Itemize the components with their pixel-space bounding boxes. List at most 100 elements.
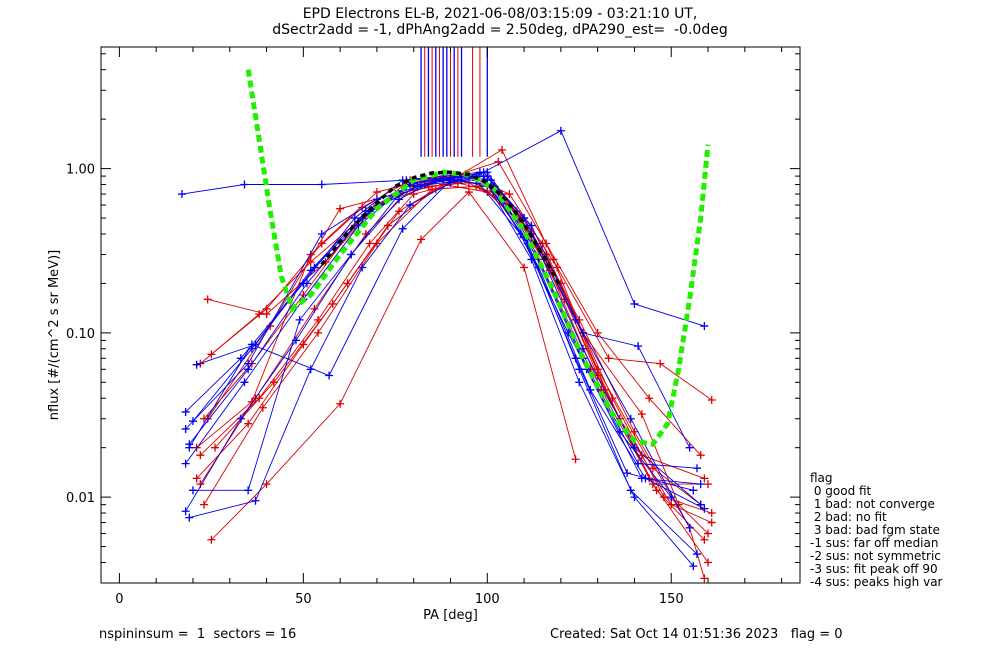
data-point xyxy=(269,378,278,387)
data-point xyxy=(303,279,312,288)
data-point xyxy=(623,469,632,478)
data-point xyxy=(641,474,650,483)
data-point xyxy=(457,176,466,185)
y-tick-label: 0.10 xyxy=(66,327,95,342)
data-point xyxy=(181,459,190,468)
data-point xyxy=(314,328,323,337)
data-point xyxy=(696,480,705,489)
data-point xyxy=(347,250,356,259)
data-point xyxy=(244,486,253,495)
fit-green-line xyxy=(245,69,711,447)
data-point xyxy=(398,224,407,233)
data-point xyxy=(553,263,562,272)
data-point xyxy=(578,344,587,353)
legend-line: 1 bad: not converge xyxy=(810,497,935,511)
legend-line: -4 sus: peaks high var xyxy=(810,575,943,589)
data-point xyxy=(645,394,654,403)
data-point xyxy=(505,190,514,199)
data-point xyxy=(200,500,209,509)
data-point xyxy=(394,207,403,216)
data-point xyxy=(704,529,713,538)
data-point xyxy=(704,558,713,567)
data-point xyxy=(192,474,201,483)
data-point xyxy=(704,480,713,489)
data-point xyxy=(181,507,190,516)
data-point xyxy=(593,328,602,337)
data-point xyxy=(262,310,271,319)
data-point xyxy=(317,229,326,238)
data-point xyxy=(262,480,271,489)
series-blue-line xyxy=(185,179,694,567)
data-point xyxy=(365,239,374,248)
data-point xyxy=(464,188,473,197)
data-point xyxy=(251,496,260,505)
data-point xyxy=(244,365,253,374)
data-point xyxy=(637,410,646,419)
legend-line: 0 good fit xyxy=(810,484,872,498)
axes: 0 50 100 150 0.01 0.10 1.00 PA [deg] nflux [#/(c… xyxy=(47,46,801,623)
data-point xyxy=(630,493,639,502)
legend-title: flag xyxy=(810,471,833,485)
data-point xyxy=(527,221,536,230)
legend-line: 2 bad: no fit xyxy=(810,510,887,524)
data-point xyxy=(336,399,345,408)
data-point xyxy=(692,464,701,473)
footer-left: nspininsum = 1 sectors = 16 xyxy=(99,627,297,642)
data-point xyxy=(291,336,300,345)
data-point xyxy=(700,322,709,331)
data-point xyxy=(310,263,319,272)
data-point xyxy=(185,440,194,449)
data-point xyxy=(196,451,205,460)
fit-black-line xyxy=(320,170,563,288)
series-blue-line xyxy=(193,179,672,498)
data-point xyxy=(295,315,304,324)
data-point xyxy=(696,451,705,460)
x-tick-label: 0 xyxy=(115,592,123,607)
data-point xyxy=(203,295,212,304)
data-point xyxy=(630,299,639,308)
y-axis-label: nflux [#/(cm^2 s sr MeV)] xyxy=(47,250,62,420)
data-point xyxy=(630,427,639,436)
data-point xyxy=(258,403,267,412)
data-point xyxy=(479,168,488,177)
legend-line: -1 sus: far off median xyxy=(810,536,939,550)
series-blue-line xyxy=(185,171,694,491)
data-point xyxy=(571,315,580,324)
series-red-line xyxy=(203,185,705,579)
data-point xyxy=(707,509,716,518)
legend-line: -2 sus: not symmetric xyxy=(810,549,941,563)
footer-right: Created: Sat Oct 14 01:51:36 2023 flag =… xyxy=(550,627,843,642)
data-point xyxy=(417,235,426,244)
series-blue-line xyxy=(185,171,701,505)
data-point xyxy=(648,480,657,489)
data-point xyxy=(240,378,249,387)
data-point xyxy=(299,340,308,349)
chart-title-line1: EPD Electrons EL-B, 2021-06-08/03:15:09 … xyxy=(302,6,698,22)
data-point xyxy=(608,394,617,403)
data-point xyxy=(575,378,584,387)
data-point xyxy=(383,221,392,230)
data-point xyxy=(483,188,492,197)
data-point xyxy=(358,263,367,272)
data-point xyxy=(336,204,345,213)
data-point xyxy=(413,182,422,191)
legend-line: 3 bad: bad fgm state xyxy=(810,523,940,537)
legend-line: -3 sus: fit peak off 90 xyxy=(810,562,938,576)
y-tick-label: 1.00 xyxy=(66,163,95,178)
data-point xyxy=(707,518,716,527)
data-point xyxy=(181,424,190,433)
data-point xyxy=(185,513,194,522)
series-blue-line xyxy=(189,175,698,555)
x-tick-label: 50 xyxy=(295,592,312,607)
data-point xyxy=(255,310,264,319)
data-point xyxy=(328,299,337,308)
data-point xyxy=(188,417,197,426)
data-point xyxy=(685,523,694,532)
data-point xyxy=(700,535,709,544)
series-red-line xyxy=(203,177,709,563)
y-tick-label: 0.01 xyxy=(66,491,95,506)
data-point xyxy=(372,188,381,197)
data-point xyxy=(656,359,665,368)
data-point xyxy=(372,239,381,248)
